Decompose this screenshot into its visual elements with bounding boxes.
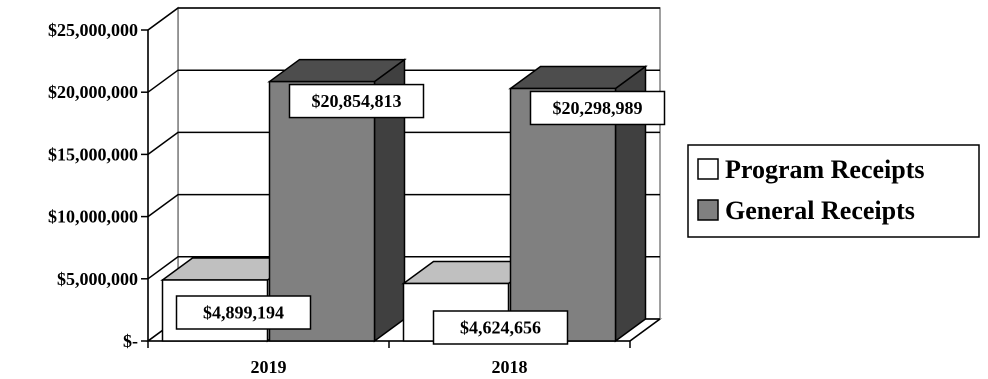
data-label-box xyxy=(432,310,569,345)
gridline xyxy=(147,193,660,218)
y-tick-labels: $- $5,000,000 $10,000,000 $15,000,000 $20,00… xyxy=(48,20,138,351)
gridline xyxy=(147,69,660,93)
gridline xyxy=(147,7,660,31)
y-tick-label: $20,000,000 xyxy=(48,82,138,102)
y-tick-label: $- xyxy=(123,331,138,351)
data-labels: $4,899,194 $20,854,813 $4,624,656 $20,298,9… xyxy=(175,83,666,345)
bar xyxy=(509,87,617,342)
x-category-label: 2019 xyxy=(251,357,287,377)
gridline xyxy=(147,131,660,156)
data-label: $20,854,813 xyxy=(312,91,402,111)
floor-edge xyxy=(629,318,661,342)
data-label-box xyxy=(529,90,666,126)
legend-box xyxy=(687,144,980,238)
data-label: $4,624,656 xyxy=(460,318,541,338)
data-label-box xyxy=(175,295,312,330)
legend-swatch xyxy=(697,158,719,180)
x-category-labels: 2019 2018 xyxy=(251,357,528,377)
y-tick-label: $10,000,000 xyxy=(48,207,138,227)
gridline xyxy=(147,256,660,280)
data-label: $4,899,194 xyxy=(203,303,284,323)
data-label-box xyxy=(288,83,425,119)
y-tick-label: $15,000,000 xyxy=(48,144,138,164)
legend-label: General Receipts xyxy=(725,196,915,225)
legend-swatch xyxy=(697,199,719,221)
bars xyxy=(160,58,648,343)
data-label: $20,298,989 xyxy=(553,98,643,118)
y-tick-label: $5,000,000 xyxy=(57,269,138,289)
y-tick-label: $25,000,000 xyxy=(48,20,138,40)
x-category-label: 2018 xyxy=(492,357,528,377)
legend-label: Program Receipts xyxy=(725,155,925,184)
legend: Program Receipts General Receipts xyxy=(687,144,980,238)
bar xyxy=(268,80,376,342)
